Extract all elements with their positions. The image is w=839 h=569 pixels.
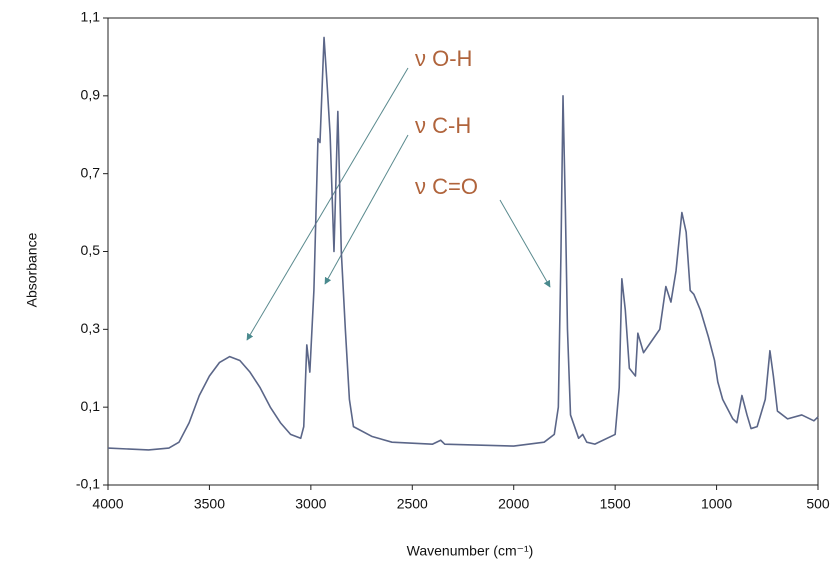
y-tick-label: 0,9 [81,87,101,103]
arrow [246,67,409,341]
x-tick-label: 2500 [397,496,428,512]
y-tick-label: 0,7 [81,164,101,180]
y-tick-label: 1,1 [81,9,101,25]
x-tick-label: 500 [806,496,830,512]
x-tick-label: 3000 [295,496,326,512]
arrow [499,199,551,288]
y-tick-label: 0,5 [81,242,101,258]
annotation: ν C-H [415,113,471,138]
y-tick-label: -0,1 [76,476,100,492]
x-axis-label: Wavenumber (cm⁻¹) [407,543,534,559]
x-tick-label: 4000 [92,496,123,512]
annotation: ν O-H [415,46,472,71]
y-tick-label: 0,3 [81,320,101,336]
y-axis-label: Absorbance [24,232,40,307]
annotation: ν C=O [415,174,478,199]
x-tick-label: 3500 [194,496,225,512]
y-tick-label: 0,1 [81,398,101,414]
arrow [324,134,409,285]
spectrum-line [107,36,819,451]
x-tick-label: 2000 [498,496,529,512]
x-tick-label: 1000 [701,496,732,512]
plot-frame [107,17,819,486]
x-tick-label: 1500 [600,496,631,512]
